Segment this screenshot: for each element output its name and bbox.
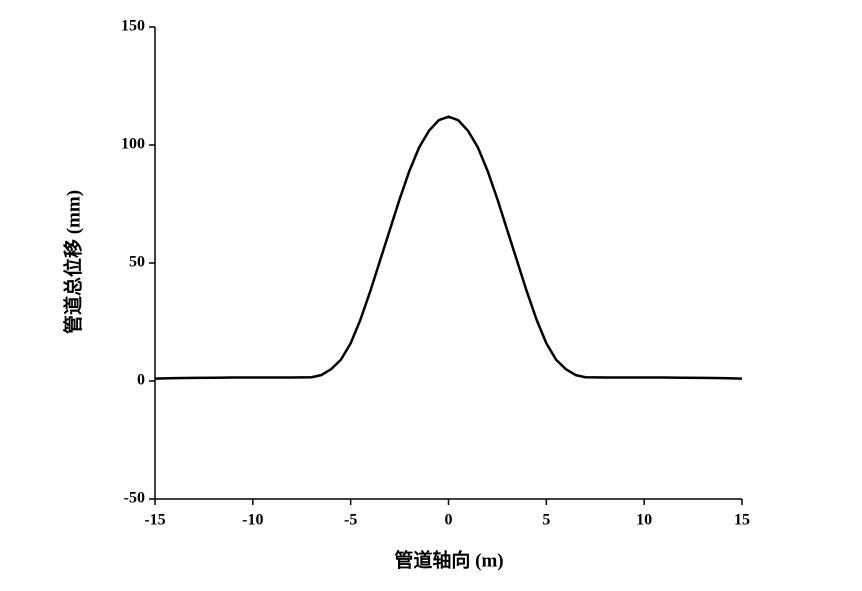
y-tick-label: -50 [124, 490, 145, 507]
y-axis-label: 管道总位移 (mm) [61, 190, 84, 334]
x-tick-label: -15 [144, 512, 165, 529]
y-tick-label: 100 [121, 136, 145, 153]
x-axis-label: 管道轴向 (m) [394, 548, 503, 571]
x-tick-label: 10 [636, 512, 652, 529]
x-tick-label: 5 [542, 512, 550, 529]
x-tick-label: -5 [344, 512, 357, 529]
x-tick-label: -10 [242, 512, 263, 529]
y-tick-label: 150 [121, 18, 145, 35]
y-tick-label: 0 [137, 372, 145, 389]
x-tick-label: 0 [445, 512, 453, 529]
y-tick-label: 50 [129, 254, 145, 271]
line-series [154, 115, 743, 380]
x-tick-label: 15 [734, 512, 750, 529]
